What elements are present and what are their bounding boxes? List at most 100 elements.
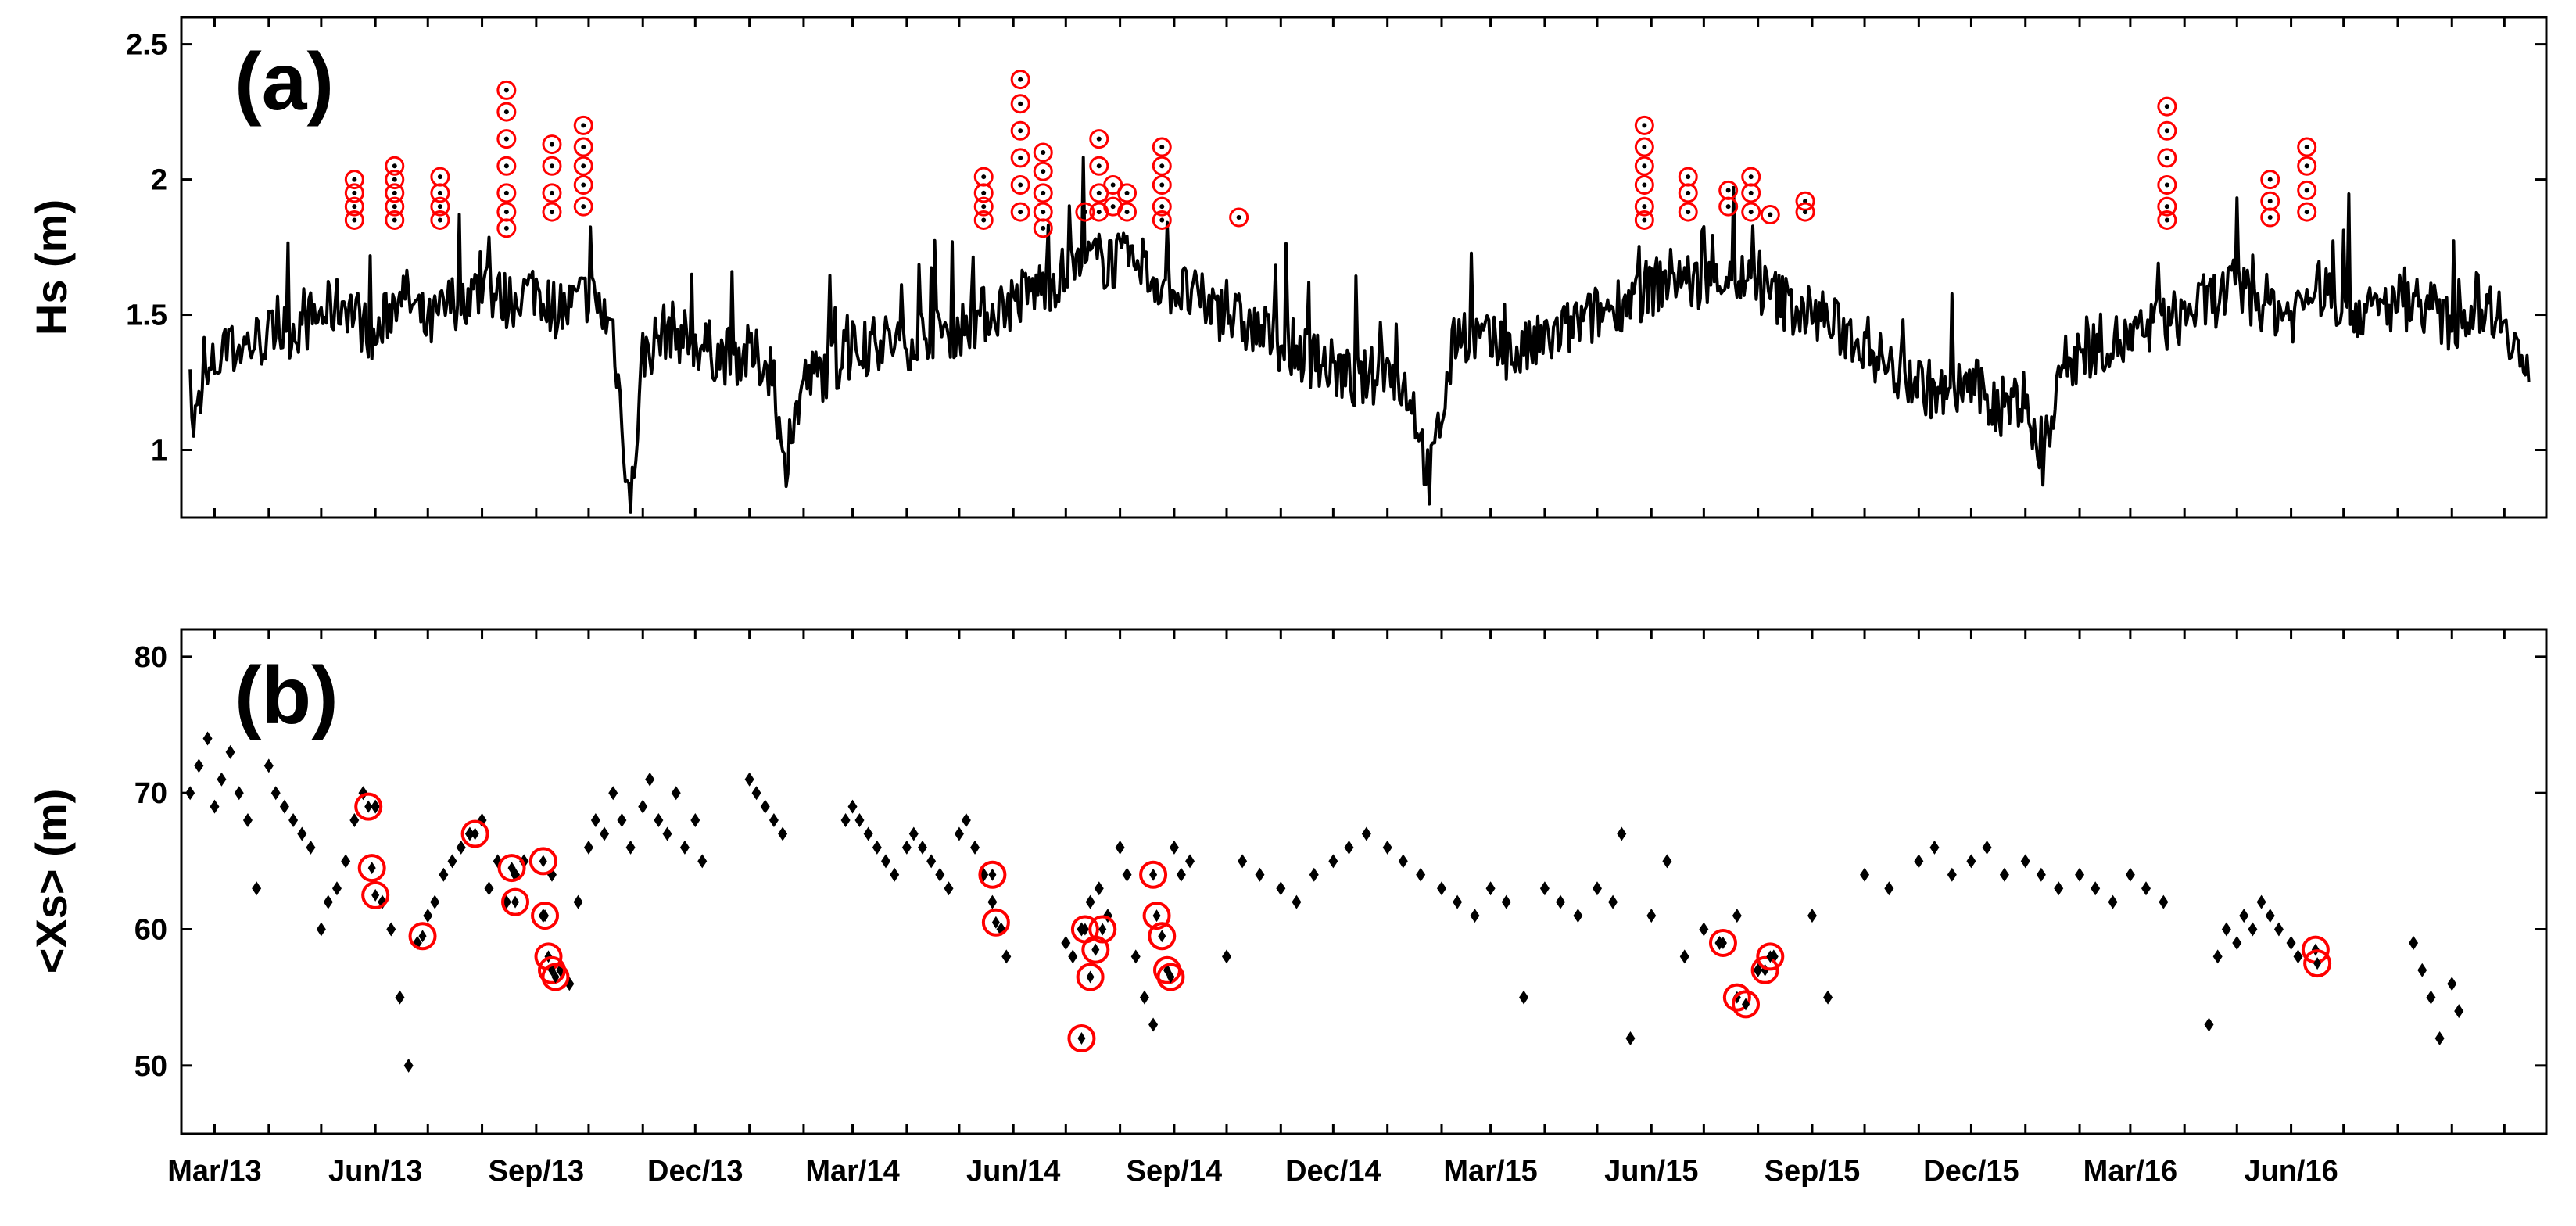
hs-peak-dot [1018,101,1023,106]
xs-point [1501,894,1511,909]
hs-peak-marker [1152,210,1172,230]
xs-point [2265,909,2275,923]
xs-point [778,826,788,841]
hs-peak-dot [1642,123,1647,128]
hs-peak-dot [1642,182,1647,188]
y-tick-label: 1 [151,435,167,468]
xs-point [600,826,610,841]
hs-peak-marker [2297,156,2317,176]
hs-peak-dot [1236,215,1241,220]
xs-highlight-point [551,970,560,984]
xs-point [625,840,636,855]
hs-peak-dot [392,163,397,169]
hs-peak-marker [973,183,994,203]
xs-point [1608,894,1618,909]
xs-point [1361,826,1371,841]
hs-peak-marker [496,129,517,149]
hs-peak-dot [1642,217,1647,223]
xs-point [954,826,964,841]
hs-peak-dot [503,210,509,215]
xs-highlight-point [991,916,1000,929]
hs-peak-dot [437,174,442,180]
xs-highlight-circle [354,792,383,821]
xs-point [970,840,980,855]
panel-a-ylabel: Hs (m) [27,199,76,335]
xs-highlight-point [1149,868,1158,881]
y-tick-label: 2 [151,164,167,197]
xs-highlight-point [1080,923,1089,936]
xs-point [671,786,681,801]
hs-peak-dot [581,204,586,210]
hs-peak-marker [1010,202,1030,222]
hs-peak-dot [1041,169,1046,174]
xs-point [1823,990,1833,1005]
xs-point [279,799,289,814]
hs-peak-marker [1152,196,1172,217]
xs-highlight-point [2313,957,2322,970]
hs-peak-dot [1642,145,1647,150]
xs-highlight-point [541,909,550,923]
xs-point [349,813,360,828]
xs-point [872,840,882,855]
hs-peak-marker [1010,70,1030,90]
xs-highlight-circle [2303,949,2332,978]
xs-highlight-point [1091,943,1100,956]
hs-peak-marker [385,196,405,217]
hs-peak-marker [2297,180,2317,200]
xs-point [1929,840,1940,855]
panel-b-ylabel: <Xs> (m) [27,789,76,974]
hs-peak-dot [549,142,554,147]
xs-point [1001,949,1012,964]
panel-b-yticks: 50 60 70 80 [134,641,2546,1083]
xs-point [847,799,858,814]
xs-point [854,813,865,828]
xs-highlight-point [1152,909,1161,923]
xs-highlight-point [1098,923,1107,936]
xs-point [638,799,648,814]
hs-peak-dot [1159,217,1165,223]
hs-peak-marker [542,202,562,222]
xs-highlight-circle [460,819,489,848]
hs-peak-marker [1117,183,1138,203]
x-tick-label: Dec/15 [1923,1155,2019,1188]
hs-peak-dot [1159,182,1165,188]
xs-point [944,881,954,896]
hs-peak-marker [1075,202,1095,222]
xs-highlight-circle [1081,935,1110,964]
hs-peak-dot [581,145,586,150]
xs-point [2108,894,2118,909]
xs-point [2075,867,2085,882]
xs-point [423,909,433,923]
xs-highlight-circle [1076,963,1105,991]
xs-point [403,1058,414,1073]
xs-point [1276,881,1286,896]
hs-peak-dot [1096,163,1102,169]
xs-point [2293,949,2303,964]
hs-peak-marker [573,174,593,195]
hs-peak-dot [1159,145,1165,150]
hs-peak-marker [430,196,450,217]
y-tick-label: 50 [134,1050,167,1083]
xs-point [917,840,927,855]
hs-peak-dot [1110,182,1116,188]
xs-point [2256,894,2266,909]
hs-peak-dot [503,163,509,169]
y-tick-label: 1.5 [126,299,167,332]
hs-peak-marker [344,183,364,203]
xs-point [2020,854,2030,869]
hs-peak-dot [2164,182,2169,188]
hs-peak-dot [1018,128,1023,134]
hs-peak-marker [1741,183,1761,203]
xs-point [263,758,274,773]
hs-peak-marker [2297,202,2317,222]
hs-peak-marker [1033,218,1053,238]
xs-point [1592,881,1602,896]
hs-peak-dot [1041,225,1046,231]
xs-point [2036,867,2046,882]
hs-peak-marker [2157,210,2177,230]
xs-highlight-circle [541,963,570,991]
hs-peak-dot [981,190,987,195]
xs-point [2212,949,2223,964]
xs-point [662,826,672,841]
hs-peak-dot [437,204,442,210]
